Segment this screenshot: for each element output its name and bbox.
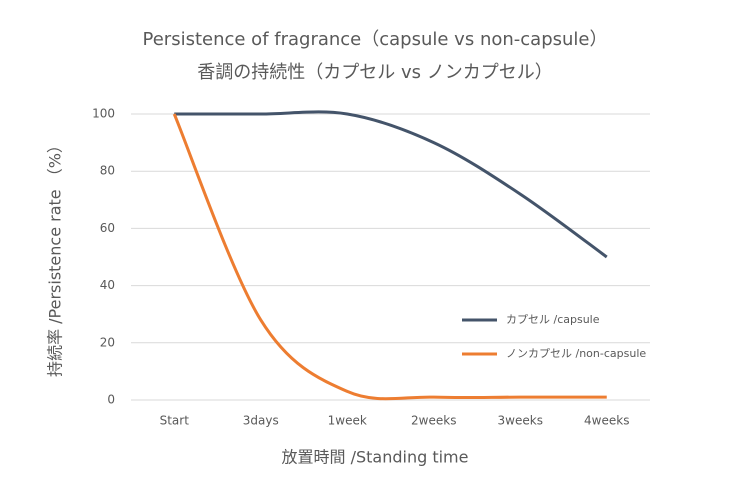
chart-title: Persistence of fragrance（capsule vs non-… [143, 29, 608, 50]
x-tick-label: 1week [328, 414, 367, 428]
x-tick-label: 4weeks [584, 414, 629, 428]
x-tick-label: 3days [243, 414, 279, 428]
y-tick-label: 20 [100, 335, 115, 349]
x-axis-title: 放置時間 /Standing time [282, 448, 469, 467]
y-tick-label: 0 [107, 393, 115, 407]
series-line [174, 110, 608, 259]
y-axis-title: 持続率 /Persistence rate （%） [46, 137, 65, 377]
y-tick-label: 80 [100, 164, 115, 178]
legend-label: ノンカプセル /non-capsule [506, 347, 646, 360]
legend-label: カプセル /capsule [506, 313, 600, 326]
y-tick-label: 40 [100, 278, 115, 292]
x-tick-label: 2weeks [411, 414, 456, 428]
y-tick-label: 100 [92, 107, 115, 121]
x-tick-label: Start [160, 414, 190, 428]
series-line [172, 113, 607, 401]
y-tick-label: 60 [100, 221, 115, 235]
x-tick-label: 3weeks [498, 414, 543, 428]
chart-subtitle: 香調の持続性（カプセル vs ノンカプセル） [197, 62, 552, 83]
